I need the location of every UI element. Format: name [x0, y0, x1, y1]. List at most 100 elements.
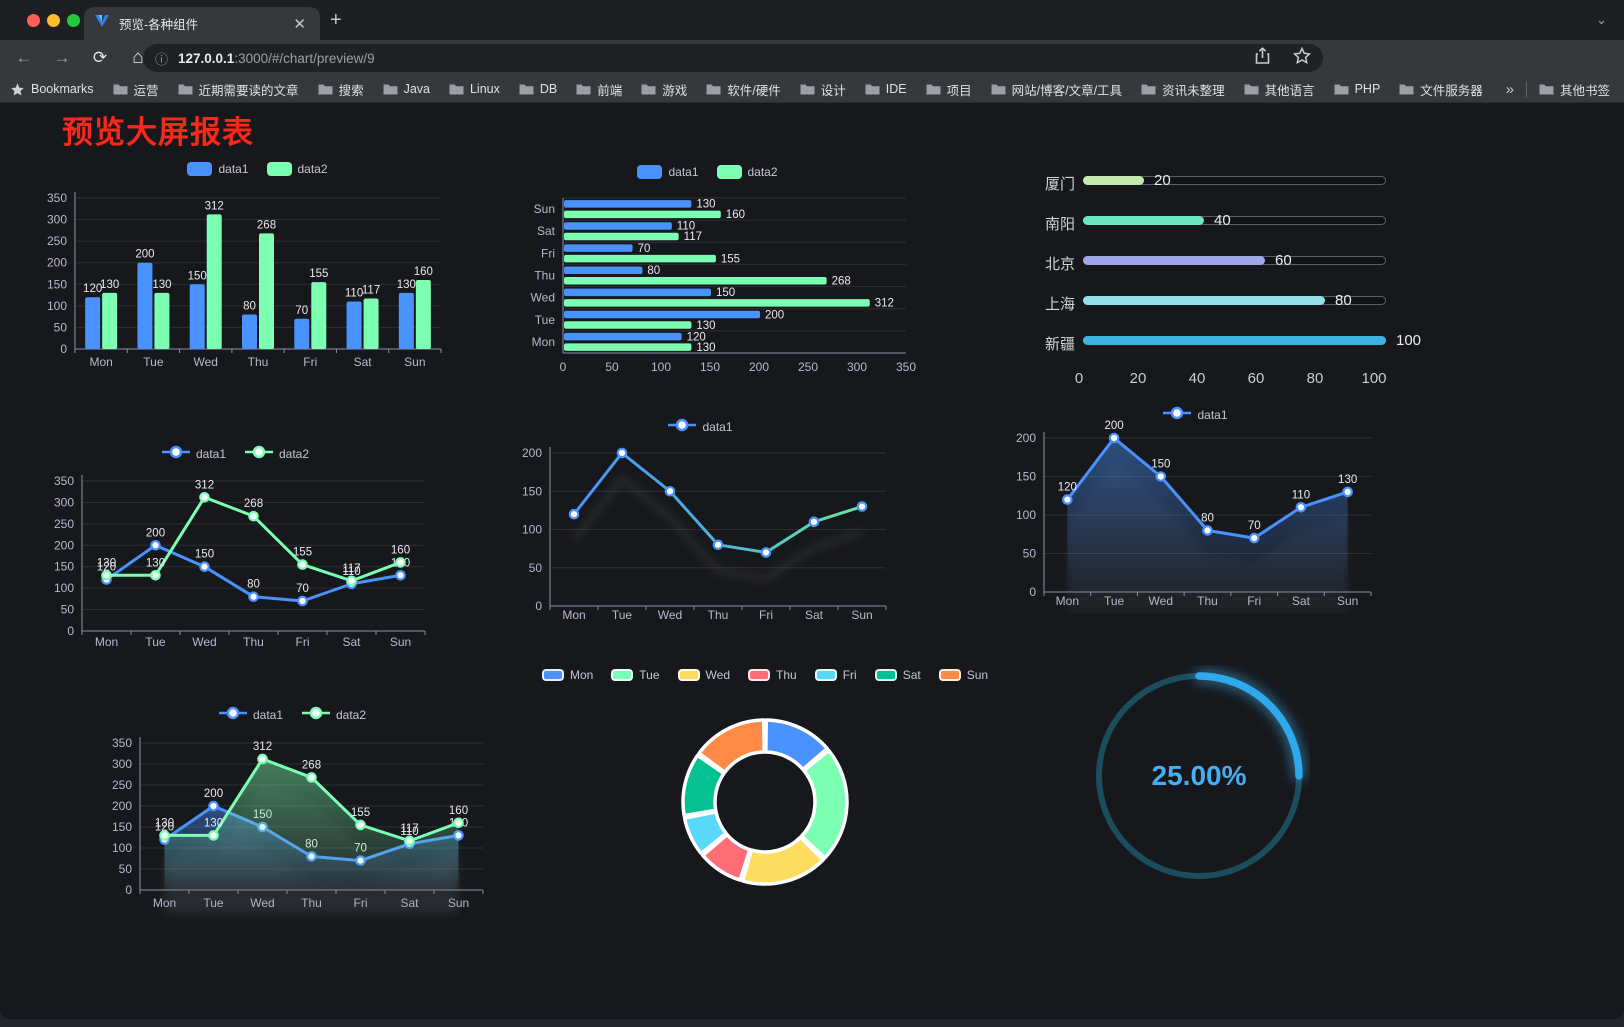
legend-item[interactable]: Fri — [814, 668, 857, 682]
svg-text:Fri: Fri — [759, 608, 773, 622]
svg-text:Thu: Thu — [243, 635, 264, 649]
gauge-value: 25.00% — [1151, 760, 1247, 791]
svg-text:0: 0 — [60, 342, 67, 356]
svg-text:150: 150 — [188, 270, 207, 282]
svg-text:155: 155 — [351, 807, 370, 819]
svg-text:200: 200 — [47, 256, 67, 270]
legend-item[interactable]: data1 — [218, 706, 283, 723]
chart-canvas: 0 50 100 150 200 Mon Tue Wed Thu Fri Sat Sun — [522, 446, 887, 622]
progress-row: 北京 60 — [1000, 252, 1430, 273]
chart-canvas — [1096, 672, 1303, 879]
home-icon[interactable]: ⌂ — [132, 47, 144, 68]
bookmarks-overflow-chevron[interactable]: » — [1505, 80, 1514, 98]
svg-text:150: 150 — [47, 277, 67, 291]
share-icon[interactable] — [1254, 46, 1271, 70]
bookmark-folder[interactable]: 运营 — [113, 80, 159, 99]
svg-text:Thu: Thu — [534, 269, 555, 283]
new-tab-button[interactable]: + — [330, 9, 342, 31]
dashboard-canvas: 预览大屏报表 data1 data2 0 50 100 150 200 250 300 350 M… — [0, 103, 1624, 1019]
svg-text:200: 200 — [135, 249, 154, 261]
bookmark-folder[interactable]: Linux — [449, 82, 500, 96]
bookmark-star-icon[interactable] — [1292, 46, 1312, 69]
bookmark-folder[interactable]: 资讯未整理 — [1141, 80, 1225, 99]
svg-text:200: 200 — [54, 538, 74, 552]
svg-text:117: 117 — [684, 231, 702, 243]
svg-text:268: 268 — [244, 498, 263, 510]
pie-segment[interactable] — [701, 832, 752, 882]
progress-value: 20 — [1154, 172, 1171, 189]
bookmark-folder[interactable]: IDE — [865, 82, 907, 96]
bookmark-folder[interactable]: 网站/博客/文章/工具 — [991, 80, 1122, 99]
bookmark-folder[interactable]: 近期需要读的文章 — [178, 80, 299, 99]
svg-text:150: 150 — [1151, 459, 1170, 471]
legend-item[interactable]: Mon — [541, 668, 593, 682]
window-zoom-button[interactable] — [67, 14, 80, 27]
svg-text:117: 117 — [342, 563, 360, 575]
bookmark-folder[interactable]: DB — [519, 82, 557, 96]
svg-text:155: 155 — [309, 268, 328, 280]
forward-icon[interactable]: → — [53, 48, 71, 67]
pie-segment[interactable] — [764, 718, 829, 772]
pie-segment[interactable] — [697, 718, 766, 775]
legend-item[interactable]: data2 — [716, 165, 778, 179]
svg-text:200: 200 — [1104, 420, 1123, 432]
grouped-bar-chart: data1 data2 0 50 100 150 200 250 300 350 Mon Tue We… — [30, 155, 485, 377]
bookmark-folder[interactable]: Java — [383, 82, 430, 96]
legend-item[interactable]: data2 — [266, 162, 328, 176]
legend-item[interactable]: data1 — [637, 165, 699, 179]
bookmark-folder[interactable]: 搜索 — [318, 80, 364, 99]
svg-text:Wed: Wed — [658, 608, 682, 622]
bookmark-folder[interactable]: 设计 — [800, 80, 846, 99]
legend-item[interactable]: data1 — [161, 445, 226, 462]
pie-segment[interactable] — [681, 753, 726, 818]
pie-segment[interactable] — [799, 748, 849, 860]
axis-tick-label: 60 — [1247, 370, 1265, 387]
reload-icon[interactable]: ⟳ — [92, 48, 108, 67]
legend-item[interactable]: Tue — [611, 668, 660, 682]
svg-text:155: 155 — [293, 547, 312, 559]
svg-text:155: 155 — [721, 253, 740, 265]
legend-item[interactable]: data1 — [667, 418, 733, 435]
svg-text:130: 130 — [1338, 474, 1357, 486]
window-close-button[interactable] — [27, 14, 40, 27]
bookmark-folder[interactable]: 游戏 — [641, 80, 687, 99]
pie-segment[interactable] — [682, 810, 728, 856]
bookmark-folder[interactable]: 其他语言 — [1244, 80, 1315, 99]
bookmarks-bar: Bookmarks 运营 近期需要读的文章 搜索 Java Linux DB 前端 游戏 软件/… — [0, 76, 1624, 103]
bookmark-folder[interactable]: 前端 — [576, 80, 622, 99]
legend-item[interactable]: Sat — [874, 668, 921, 682]
svg-text:50: 50 — [61, 603, 75, 617]
legend-item[interactable]: data1 — [187, 162, 249, 176]
legend-item[interactable]: Thu — [748, 668, 797, 682]
site-info-icon[interactable]: ⓘ — [155, 51, 169, 67]
svg-text:Sat: Sat — [342, 635, 361, 649]
bookmark-folder[interactable]: 软件/硬件 — [706, 80, 781, 99]
window-minimize-button[interactable] — [47, 14, 60, 27]
bookmarks-manager[interactable]: Bookmarks — [10, 82, 94, 97]
progress-fill — [1083, 176, 1144, 185]
bookmark-folder[interactable]: 文件服务器 — [1399, 80, 1483, 99]
browser-tab[interactable]: 预览-各种组件 ✕ — [84, 7, 320, 40]
tab-favicon — [94, 14, 110, 33]
svg-text:Tue: Tue — [143, 355, 164, 369]
pie-segment[interactable] — [740, 835, 825, 886]
legend-item[interactable]: data1 — [1162, 406, 1228, 423]
legend-item[interactable]: Sun — [938, 668, 988, 682]
other-bookmarks-folder[interactable]: 其他书签 — [1539, 80, 1610, 99]
svg-text:Mon: Mon — [532, 335, 555, 349]
chart-legend: data1 — [500, 418, 900, 435]
back-icon[interactable]: ← — [15, 48, 33, 67]
legend-item[interactable]: Wed — [677, 668, 730, 682]
url-bar[interactable]: ⓘ 127.0.0.1 :3000/#/chart/preview/9 — [143, 44, 1323, 72]
svg-text:Sat: Sat — [805, 608, 824, 622]
legend-item[interactable]: data2 — [301, 706, 366, 723]
axis-tick-label: 40 — [1188, 370, 1206, 387]
bookmark-folder[interactable]: PHP — [1334, 82, 1380, 96]
line-chart: data1 data2 0 50 100 150 200 250 300 350 Mon Tue We… — [30, 440, 440, 655]
bookmark-folder[interactable]: 项目 — [926, 80, 972, 99]
tab-search-chevron-icon[interactable]: ⌄ — [1596, 12, 1607, 27]
svg-text:Mon: Mon — [89, 355, 112, 369]
legend-item[interactable]: data2 — [244, 445, 309, 462]
tab-close-icon[interactable]: ✕ — [293, 15, 306, 33]
svg-text:Mon: Mon — [562, 608, 585, 622]
